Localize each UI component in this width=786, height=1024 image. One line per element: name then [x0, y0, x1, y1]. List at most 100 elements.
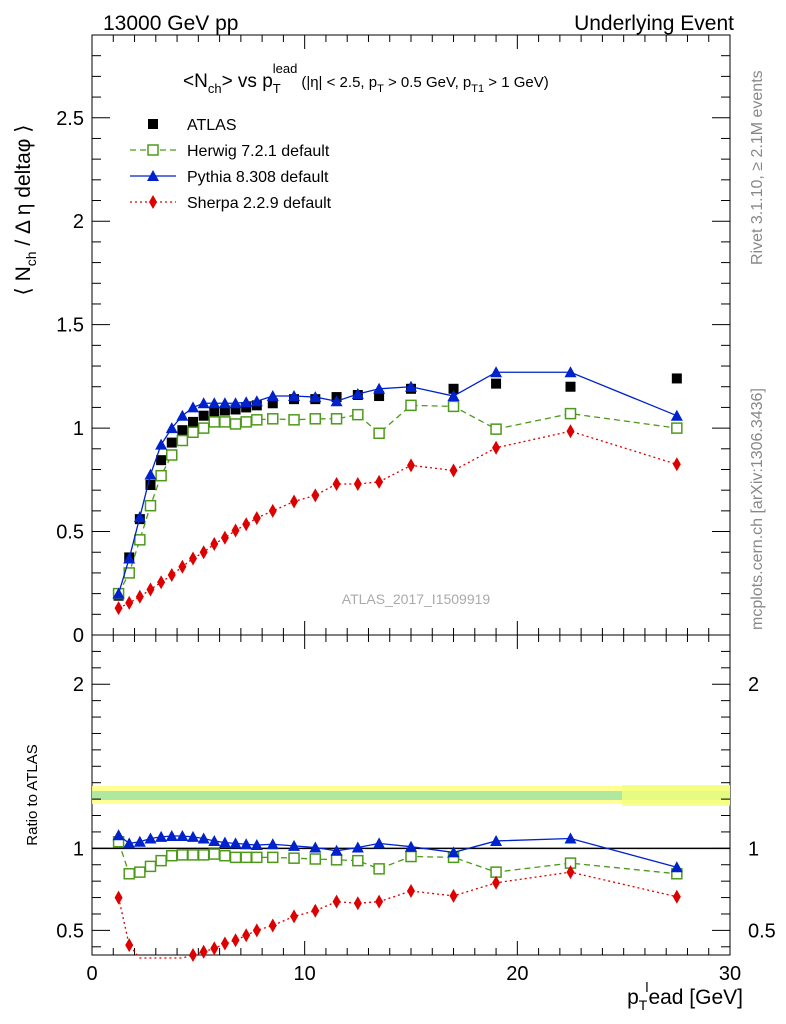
atlas-point — [230, 404, 241, 415]
legend-pythia-label: Pythia 8.308 default — [187, 169, 329, 186]
pythia-ratio-point — [564, 832, 577, 844]
herwig-ratio-point — [267, 851, 279, 864]
herwig-point — [352, 408, 364, 421]
analysis-watermark: ATLAS_2017_I1509919 — [342, 591, 491, 607]
sherpa-ratio-point — [189, 948, 198, 962]
x-axis-label: pTlead [GeV] — [627, 979, 743, 1013]
pythia-point — [208, 397, 221, 409]
herwig-ratio-point — [134, 866, 146, 878]
ratio-y-tick-label: 1 — [73, 838, 84, 860]
ratio-y-axis-label: Ratio to ATLAS — [24, 744, 41, 845]
pythia-ratio-point — [208, 834, 221, 846]
atlas-point — [448, 383, 459, 394]
sherpa-ratio-point — [242, 928, 251, 943]
herwig-point — [447, 400, 460, 413]
axes-layer: 0 10 20 3000.511.522.50.5 0.51 12 2 — [56, 35, 776, 985]
herwig-ratio-point — [187, 849, 199, 861]
pythia-point — [373, 382, 386, 394]
sherpa-point — [290, 494, 299, 509]
sherpa-point — [311, 488, 320, 503]
y-tick-label: 2 — [73, 211, 84, 233]
pythia-point — [133, 511, 146, 523]
x-tick-label: 20 — [506, 963, 528, 985]
x-tick-label: 30 — [719, 963, 741, 985]
herwig-ratio-point — [288, 852, 300, 864]
pythia-point — [266, 390, 279, 402]
herwig-point — [187, 426, 199, 438]
sherpa-point — [146, 582, 155, 597]
herwig-ratio-point — [176, 849, 189, 861]
herwig-ratio-point — [155, 854, 167, 867]
y-tick-label: 1 — [73, 418, 84, 440]
pythia-ratio-point — [373, 837, 386, 849]
ratio-y-tick-label: 2 — [73, 674, 84, 696]
pythia-point — [250, 395, 263, 407]
y-tick-label: 0 — [73, 625, 84, 647]
atlas-point — [491, 378, 502, 389]
herwig-ratio-point — [251, 851, 263, 864]
sherpa-ratio-point — [210, 941, 219, 956]
sherpa-point — [220, 530, 229, 545]
atlas-point — [145, 480, 156, 490]
pythia-ratio-point — [187, 830, 200, 842]
sherpa-point — [125, 595, 134, 610]
pythia-ratio-point — [288, 839, 301, 851]
herwig-point — [166, 449, 178, 461]
pythia-point — [112, 587, 125, 599]
sherpa-point — [375, 474, 384, 489]
herwig-ratio-point — [166, 849, 178, 862]
pythia-point — [176, 409, 189, 421]
herwig-ratio-point — [373, 863, 385, 875]
pythia-point — [447, 390, 460, 402]
pythia-point — [197, 397, 210, 409]
pythia-ratio-point — [197, 832, 210, 844]
herwig-point — [219, 416, 231, 428]
herwig-point — [251, 414, 263, 426]
pythia-point — [240, 396, 253, 408]
sherpa-point — [407, 458, 415, 473]
ratio-y-tick-label: 0.5 — [56, 920, 84, 942]
ratio-y-tick-label-right: 0.5 — [748, 920, 776, 942]
sherpa-ratio-point — [114, 890, 123, 905]
herwig-point — [490, 423, 502, 435]
legend-atlas-marker — [148, 119, 158, 129]
ratio-y-tick-label-right: 1 — [748, 838, 759, 860]
pythia-ratio-point — [670, 861, 683, 873]
pythia-ratio-point — [229, 837, 242, 849]
herwig-point — [155, 469, 167, 482]
pythia-ratio-point — [490, 834, 503, 846]
sherpa-ratio-point — [199, 944, 208, 959]
legend-sherpa-marker — [149, 195, 157, 209]
pythia-ratio-point — [266, 838, 279, 850]
x-tick-label: 0 — [86, 963, 97, 985]
header-right: Underlying Event — [574, 12, 734, 35]
y-tick-label: 2.5 — [56, 108, 84, 130]
sherpa-ratio-point — [492, 875, 501, 890]
sherpa-point — [178, 559, 187, 574]
pythia-point — [144, 468, 157, 480]
atlas-point — [374, 391, 385, 402]
sherpa-ratio-point — [566, 865, 575, 880]
sherpa-ratio-point — [407, 884, 415, 898]
sherpa-ratio-point — [375, 894, 384, 909]
legend-atlas-label: ATLAS — [187, 117, 237, 134]
pythia-ratio-point — [218, 836, 231, 848]
pythia-point — [229, 397, 242, 409]
atlas-point — [209, 407, 220, 418]
pythia-ratio-point — [240, 838, 253, 850]
pythia-point — [351, 387, 364, 399]
herwig-point — [405, 399, 417, 412]
sherpa-point — [199, 545, 208, 560]
series-layer — [112, 366, 683, 962]
pythia-ratio-point — [123, 837, 136, 849]
sherpa-point — [268, 503, 277, 518]
sherpa-line — [118, 430, 678, 609]
sherpa-ratio-point — [332, 894, 341, 909]
sherpa-point — [353, 476, 362, 491]
herwig-ratio-point — [197, 849, 210, 861]
pythia-ratio-point — [133, 835, 146, 847]
atlas-point — [219, 405, 230, 416]
pythia-point — [670, 409, 683, 421]
herwig-ratio-point — [219, 849, 231, 862]
herwig-ratio-point — [352, 854, 364, 867]
